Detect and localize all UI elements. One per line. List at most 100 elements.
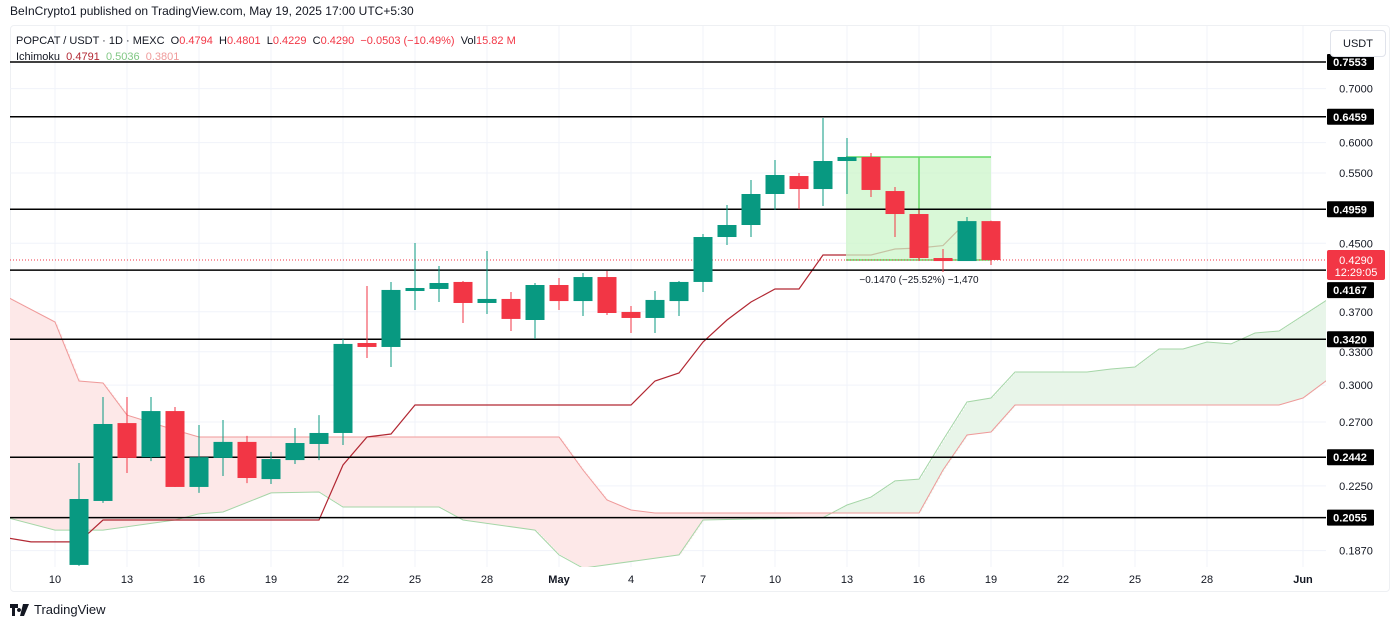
ichimoku-cloud-slice [424,437,427,508]
candle-body [213,441,233,458]
ichimoku-cloud-slice [1288,325,1291,403]
ichimoku-cloud-slice [34,311,37,525]
ichimoku-cloud-slice [774,513,777,519]
ichimoku-cloud-slice [762,513,765,519]
high-value: 0.4801 [226,35,261,47]
price-chart[interactable]: −0.1470 (−25.52%) −1,470 0.7000 0.6000 0.55… [0,0,1400,600]
ichimoku-cloud-slice [1204,342,1207,405]
ichimoku-cloud-slice [462,437,465,520]
ichimoku-cloud-slice [626,507,629,563]
ichimoku-cloud-slice [1144,360,1147,405]
ichimoku-cloud-slice [256,437,259,499]
ichimoku-cloud-slice [1196,345,1199,405]
plot-area [10,26,1326,567]
ichimoku-cloud-slice [134,417,137,526]
ichimoku-cloud-slice [282,437,285,493]
ichimoku-cloud-slice [768,513,771,519]
ichimoku-cloud-slice [1308,312,1311,395]
ichimoku-cloud-slice [356,437,359,508]
ichimoku-cloud-slice [1202,343,1205,405]
ichimoku-cloud-slice [954,422,957,454]
ichimoku-cloud-slice [308,437,311,493]
ichimoku-cloud-slice [1232,343,1235,405]
ichimoku-cloud-slice [1164,348,1167,405]
ichimoku-cloud-slice [580,465,583,567]
ichimoku-cloud-slice [1058,372,1061,405]
x-tick-label: 10 [49,574,61,586]
ichimoku-cloud-slice [810,513,813,518]
ichimoku-cloud-slice [416,437,419,508]
ichimoku-cloud-slice [236,437,239,507]
ichimoku-cloud-slice [10,298,13,519]
x-tick-label: 28 [1201,574,1213,586]
ichimoku-cloud-slice [380,437,383,508]
ichimoku-cloud-slice [408,437,411,508]
symbol-legend: POPCAT / USDT · 1D · MEXC O0.4794 H0.480… [16,35,516,47]
ichimoku-cloud-slice [516,437,519,528]
symbol-name[interactable]: POPCAT / USDT · 1D · MEXC [16,35,165,47]
ichimoku-cloud-slice [1142,361,1145,405]
ichimoku-cloud-slice [14,300,17,520]
ichimoku-cloud-slice [554,437,557,550]
ichimoku-cloud-slice [1180,348,1183,405]
ichimoku-cloud-slice [1294,321,1297,401]
ichimoku-cloud-slice [854,502,857,514]
ichimoku-cloud-slice [394,437,397,508]
ichimoku-cloud-slice [1236,341,1239,405]
ichimoku-cloud-slice [884,488,887,514]
candle-body [765,174,785,194]
ichimoku-cloud-slice [48,318,51,529]
level-price-tag [1327,331,1374,348]
ichimoku-cloud-slice [536,437,539,532]
ichimoku-cloud-slice [326,437,329,497]
ichimoku-cloud-slice [802,513,805,519]
ichimoku-cloud-slice [992,396,995,431]
ichimoku-cloud-slice [1110,369,1113,405]
ichimoku-cloud-slice [300,437,303,493]
ichimoku-cloud-slice [1258,332,1261,405]
ichimoku-cloud-slice [428,437,431,508]
ichimoku-cloud-slice [764,513,767,519]
ichimoku-cloud-slice [1182,348,1185,405]
ichimoku-cloud-slice [654,512,657,559]
ichimoku-cloud-slice [610,501,613,565]
ichimoku-cloud-slice [986,398,989,433]
ichimoku-cloud-slice [794,513,797,519]
ichimoku-cloud-slice [590,478,593,567]
ichimoku-cloud-slice [1060,372,1063,405]
ichimoku-cloud-slice [882,489,885,514]
ichimoku-cloud-slice [352,437,355,508]
ichimoku-cloud-slice [1278,331,1281,405]
ichimoku-cloud-slice [634,510,637,562]
ichimoku-cloud-slice [570,452,573,561]
ichimoku-cloud-slice [538,437,541,534]
volume-label: Vol [460,35,476,47]
low-label: L [266,35,273,47]
ichimoku-cloud-slice [84,381,87,531]
ichimoku-cloud-slice [724,513,727,520]
ichimoku-cloud-slice [620,505,623,564]
candle-body [693,237,713,282]
ichimoku-cloud-slice [714,513,717,520]
level-price-label: 0.3420 [1333,334,1367,346]
ichimoku-cloud-slice [1230,343,1233,405]
ichimoku-cloud-slice [712,513,715,520]
y-tick-label: 0.4500 [1339,238,1373,250]
currency-button[interactable]: USDT [1330,30,1386,57]
ichimoku-cloud-slice [1256,332,1259,405]
ichimoku-cloud-slice [918,479,921,514]
ichimoku-cloud-slice [1028,372,1031,405]
ichimoku-cloud-slice [692,513,695,536]
ichimoku-cloud-slice [792,513,795,519]
ichimoku-cloud-slice [224,437,227,512]
ichimoku-cloud-slice [382,437,385,508]
ichimoku-cloud-slice [492,437,495,525]
ichimoku-cloud-slice [310,437,313,493]
ichimoku-cloud-slice [658,513,661,558]
level-price-tag [1327,449,1374,466]
ichimoku-cloud-slice [1102,370,1105,405]
ichimoku-legend[interactable]: Ichimoku 0.4791 0.5036 0.3801 [16,51,179,63]
candle-body [93,423,113,501]
ichimoku-cloud-slice [1276,331,1279,405]
close-value: 0.4290 [320,35,355,47]
